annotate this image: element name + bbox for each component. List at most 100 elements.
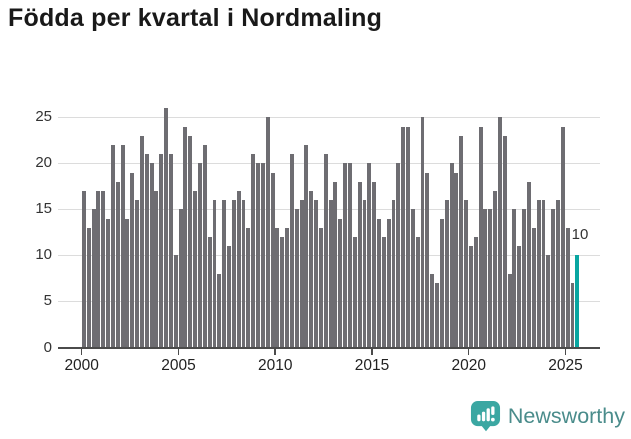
- bar-2019-q1: [449, 163, 454, 348]
- bar-2013-q4: [347, 163, 352, 348]
- x-axis-tick-label-2010: 2010: [257, 357, 293, 374]
- x-axis-tick-2000: [80, 348, 83, 355]
- bar-2004-q4: [173, 255, 178, 348]
- bar-2008-q2: [241, 200, 246, 348]
- y-axis-tick-label-20: 20: [35, 154, 52, 172]
- x-axis-tick-2025: [564, 348, 567, 355]
- bar-2003-q3: [149, 163, 154, 348]
- y-axis-tick-label-0: 0: [43, 338, 52, 356]
- bar-2015-q2: [377, 218, 381, 348]
- bar-2004-q1: [159, 154, 164, 348]
- bar-2011-q1: [294, 209, 299, 348]
- bar-2012-q3: [323, 154, 328, 348]
- bar-2019-q4: [464, 200, 469, 348]
- bar-2025-q2: [570, 283, 575, 348]
- x-axis-tick-label-2005: 2005: [161, 357, 196, 374]
- bar-2021-q3: [497, 117, 502, 348]
- gridline-y-20: [58, 162, 600, 164]
- bar-2021-q4: [502, 135, 507, 348]
- x-axis-tick-2015: [371, 348, 373, 355]
- bar-2009-q1: [256, 163, 260, 348]
- bar-2011-q3: [304, 144, 309, 348]
- bar-2000-q1: [81, 190, 86, 348]
- bar-2009-q2: [260, 163, 265, 348]
- bar-2008-q3: [246, 227, 251, 348]
- bar-2006-q3: [207, 237, 212, 348]
- bar-2008-q1: [236, 190, 241, 348]
- newsworthy-chart-bubble-icon: [470, 400, 500, 432]
- bar-2014-q2: [357, 181, 362, 348]
- bar-2001-q2: [106, 218, 111, 348]
- bar-2022-q2: [512, 209, 517, 348]
- bar-2007-q1: [217, 273, 222, 348]
- bar-2013-q3: [343, 163, 348, 348]
- bar-2004-q2: [164, 108, 169, 348]
- bar-2002-q2: [125, 218, 130, 348]
- x-axis-line: [58, 346, 600, 349]
- bar-2016-q1: [391, 200, 396, 348]
- bar-2011-q4: [309, 190, 314, 348]
- x-axis-tick-2010: [274, 348, 276, 355]
- bar-2003-q4: [154, 190, 159, 348]
- bar-2013-q1: [333, 181, 338, 348]
- bar-2014-q1: [352, 237, 357, 348]
- bar-2018-q1: [430, 273, 435, 348]
- bar-2014-q3: [362, 200, 367, 348]
- bar-2002-q3: [130, 172, 135, 348]
- bar-2019-q2: [454, 172, 459, 348]
- bar-2018-q3: [439, 218, 444, 348]
- bar-2006-q2: [202, 144, 207, 348]
- bar-2010-q1: [275, 227, 280, 348]
- x-axis-tick-label-2025: 2025: [548, 357, 583, 374]
- bar-2017-q2: [415, 237, 420, 348]
- bar-2003-q2: [144, 154, 149, 348]
- bar-2005-q2: [183, 126, 188, 348]
- bar-2020-q3: [478, 126, 483, 348]
- bar-2024-q2: [551, 209, 556, 348]
- bar-2002-q4: [135, 200, 140, 348]
- bar-2025-q3-highlighted: [575, 255, 580, 348]
- bar-2020-q2: [473, 237, 478, 348]
- bar-2000-q2: [86, 227, 91, 348]
- bar-2000-q4: [96, 190, 101, 348]
- bar-2001-q4: [115, 181, 120, 348]
- newsworthy-brand: Newsworthy: [470, 400, 625, 432]
- bar-2024-q4: [560, 126, 565, 348]
- bar-2024-q1: [546, 255, 551, 348]
- bar-2016-q4: [406, 126, 410, 348]
- bar-2016-q2: [396, 163, 401, 348]
- bar-2008-q4: [251, 154, 256, 348]
- bar-2007-q3: [227, 246, 231, 348]
- bar-2009-q4: [270, 172, 275, 348]
- bar-2016-q3: [401, 126, 406, 348]
- bar-2005-q4: [193, 190, 198, 348]
- bar-2017-q4: [425, 172, 430, 348]
- bar-2003-q1: [139, 135, 144, 348]
- bar-2018-q4: [444, 200, 449, 348]
- bar-2011-q2: [299, 200, 304, 348]
- x-axis-tick-label-2020: 2020: [451, 357, 486, 374]
- bar-2025-q1: [565, 227, 570, 348]
- brand-name: Newsworthy: [507, 403, 625, 428]
- bar-2024-q3: [556, 200, 560, 348]
- x-axis-tick-label-2015: 2015: [354, 357, 390, 374]
- bar-2023-q3: [536, 200, 541, 348]
- bar-2013-q2: [338, 218, 343, 348]
- bar-2022-q4: [522, 209, 527, 348]
- bar-2005-q3: [188, 135, 193, 348]
- x-axis-tick-2005: [177, 348, 180, 355]
- bar-2007-q4: [231, 200, 236, 348]
- bar-2012-q1: [314, 200, 319, 348]
- last-bar-value-label: 10: [571, 226, 589, 243]
- bar-2015-q1: [372, 181, 377, 348]
- bar-2023-q1: [526, 181, 531, 348]
- bar-2017-q1: [410, 209, 415, 348]
- bar-2017-q3: [420, 117, 425, 348]
- bar-2010-q2: [280, 237, 285, 348]
- bar-2021-q1: [488, 209, 493, 348]
- bar-2018-q2: [435, 283, 439, 348]
- bar-2023-q2: [531, 227, 536, 348]
- bar-2001-q1: [101, 190, 106, 348]
- y-axis-tick-label-10: 10: [35, 246, 52, 264]
